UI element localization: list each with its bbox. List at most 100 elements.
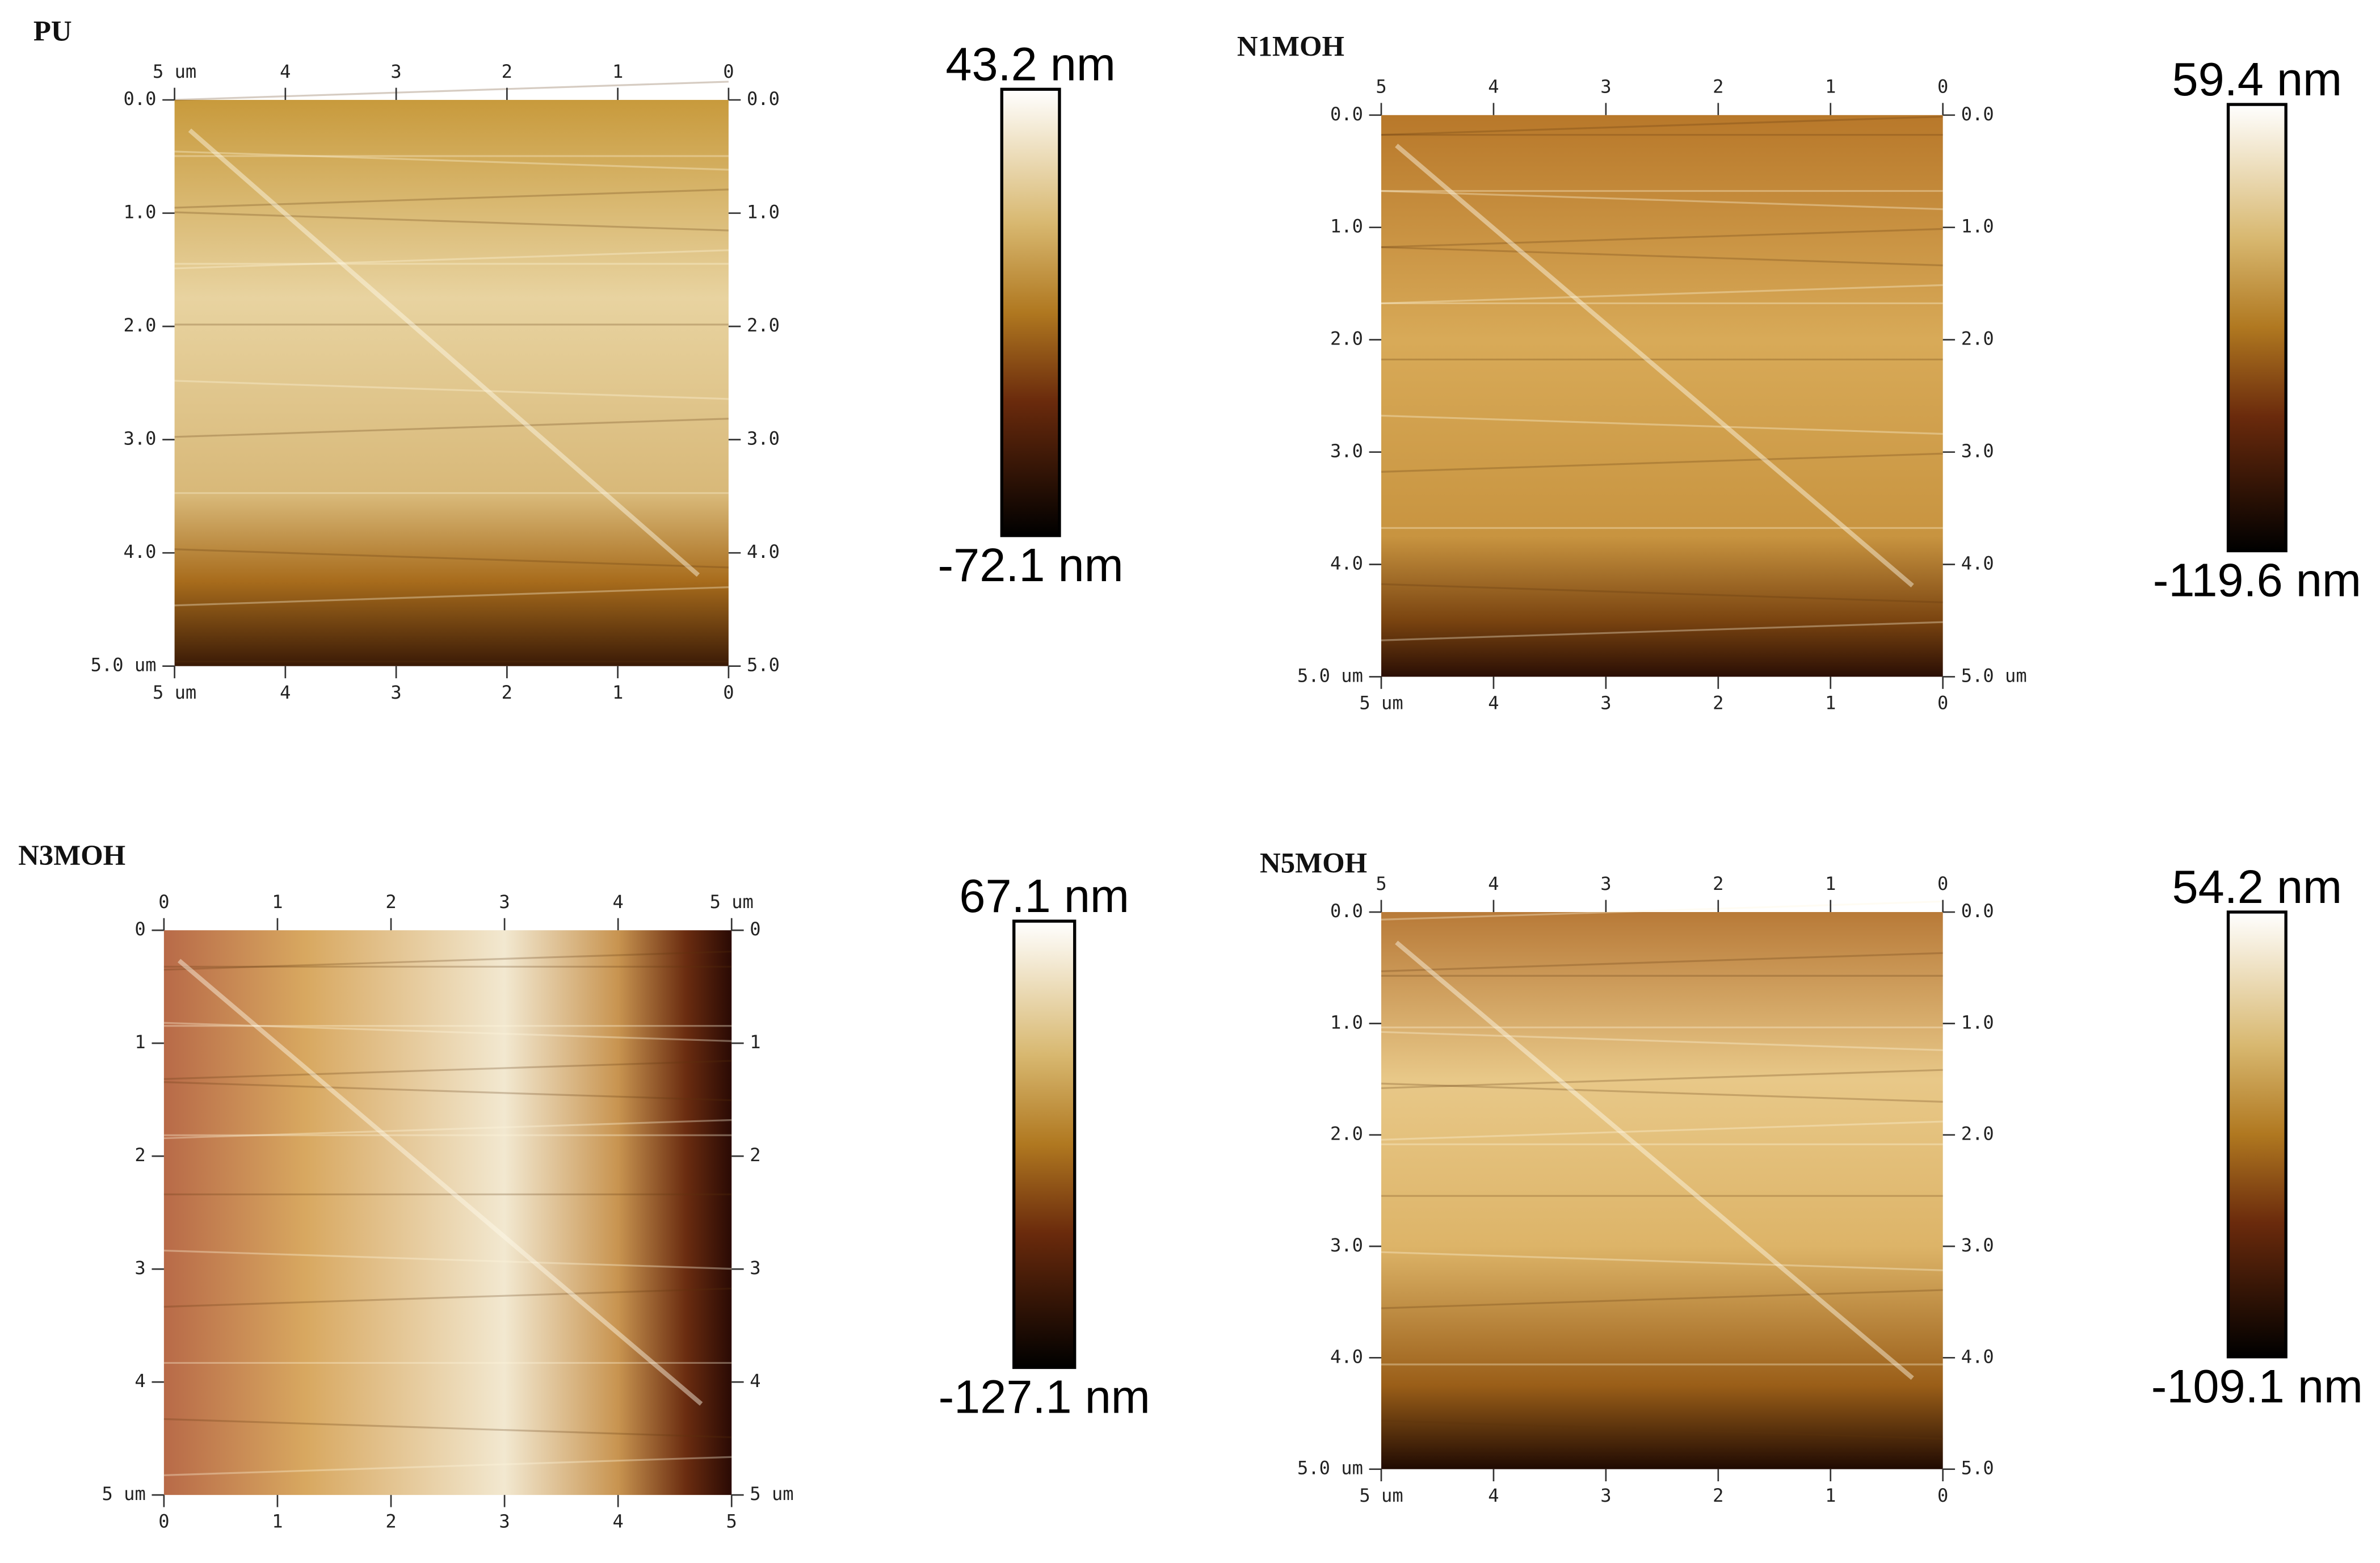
afm-panel: N5MOH 5 4 3 2 1 0 5 um 4 3 2 1 0 0.0 1.0 2.0 3.0 4.0 5.0 u…: [1260, 847, 2363, 1506]
tick-label: 4.0: [1330, 553, 1363, 574]
tick-label: 3: [134, 1257, 145, 1279]
tick-label: 3: [1600, 1485, 1611, 1506]
tick-label: 3: [499, 891, 510, 913]
tick-label: 0: [1937, 1485, 1948, 1506]
tick-label: 3: [390, 61, 401, 82]
afm-panel: N1MOH 5 4 3 2 1 0 5 um 4 3 2 1 0 0.0 1.0 2.0 3.0 4.0 5.0 u…: [1237, 30, 2361, 713]
tick-label: 1.0: [124, 201, 157, 223]
tick-label: 5.0 um: [91, 654, 157, 676]
tick-label: 2: [502, 61, 512, 82]
surface-texture: [1381, 1419, 1943, 1440]
tick-label: 0.0: [1961, 103, 1994, 125]
scale-min: -119.6 nm: [2153, 554, 2361, 607]
surface-texture: [1381, 900, 1943, 921]
tick-label: 4.0: [124, 541, 157, 562]
tick-label: 5.0 um: [1297, 1457, 1363, 1479]
surface-texture: [1381, 952, 1943, 972]
tick-label: 3.0: [1330, 1234, 1363, 1256]
tick-label: 4.0: [1961, 553, 1994, 574]
tick-label: 1: [1825, 692, 1836, 714]
surface-texture: [163, 950, 732, 971]
surface-texture: [163, 1060, 732, 1080]
panel-label: PU: [33, 15, 72, 47]
tick-label: 0.0: [747, 88, 780, 110]
tick-label: 3: [1600, 873, 1611, 894]
tick-label: 2: [385, 891, 396, 913]
tick-label: 2: [750, 1144, 760, 1166]
afm-panel: PU 5 um 4 3 2 1 0 5 um 4 3 2 1 0 0.0 1.0 2.0 3.0 4.0 5.0 u…: [33, 15, 1124, 703]
tick-label: 3.0: [124, 428, 157, 449]
tick-label: 1: [612, 61, 623, 82]
tick-label: 3.0: [1961, 1234, 1994, 1256]
tick-label: 2: [1713, 873, 1723, 894]
tick-label: 5 um: [153, 682, 196, 703]
tick-label: 4: [280, 61, 291, 82]
tick-label: 2: [385, 1510, 396, 1532]
surface-texture: [163, 1249, 732, 1270]
tick-label: 3.0: [747, 428, 780, 449]
scale-min: -72.1 nm: [938, 539, 1124, 591]
surface-scratch: [1395, 940, 1914, 1380]
surface-texture: [1381, 1251, 1943, 1271]
tick-label: 0: [750, 918, 760, 940]
tick-label: 5.0 um: [1961, 665, 2027, 686]
tick-label: 2: [134, 1144, 145, 1166]
surface-texture: [163, 1119, 732, 1140]
tick-label: 3.0: [1961, 440, 1994, 462]
tick-label: 5 um: [1359, 1485, 1403, 1506]
surface-texture: [174, 548, 729, 569]
afm-image: [163, 930, 732, 1495]
tick-label: 2.0: [1330, 328, 1363, 350]
tick-label: 5.0 um: [1297, 665, 1363, 686]
surface-texture: [174, 418, 729, 438]
tick-label: 2: [502, 682, 512, 703]
tick-label: 5: [1376, 873, 1386, 894]
tick-label: 1.0: [1961, 1011, 1994, 1033]
surface-texture: [1381, 246, 1943, 267]
tick-label: 4.0: [1330, 1346, 1363, 1367]
tick-label: 0.0: [1330, 103, 1363, 125]
surface-texture: [163, 1456, 732, 1476]
tick-label: 2: [1713, 76, 1723, 98]
surface-texture: [1381, 1082, 1943, 1103]
panel-label: N5MOH: [1260, 847, 1367, 879]
tick-label: 0: [723, 682, 734, 703]
tick-label: 0: [158, 1510, 169, 1532]
tick-label: 1: [1825, 76, 1836, 98]
tick-label: 5.0: [1961, 1457, 1994, 1479]
tick-label: 0: [1937, 692, 1948, 714]
afm-image: [174, 100, 729, 666]
surface-texture: [174, 188, 729, 209]
surface-scratch: [1395, 144, 1914, 588]
tick-label: 4: [1488, 692, 1499, 714]
surface-texture: [174, 81, 729, 101]
tick-label: 4: [750, 1370, 760, 1392]
tick-label: 2.0: [1961, 1123, 1994, 1145]
tick-label: 2.0: [1961, 328, 1994, 350]
tick-label: 3: [750, 1257, 760, 1279]
tick-label: 4: [1488, 76, 1499, 98]
scale-min: -109.1 nm: [2151, 1360, 2363, 1413]
surface-texture: [1381, 1289, 1943, 1309]
tick-label: 1.0: [747, 201, 780, 223]
tick-label: 4: [1488, 1485, 1499, 1506]
tick-label: 1: [134, 1031, 145, 1053]
tick-label: 1: [612, 682, 623, 703]
tick-label: 4: [612, 1510, 623, 1532]
tick-label: 2: [1713, 692, 1723, 714]
surface-texture: [163, 1287, 732, 1308]
tick-label: 0.0: [124, 88, 157, 110]
tick-label: 5 um: [710, 891, 754, 913]
afm-panel: N3MOH 0 1 2 3 4 5 um 0 1 2 3 4 5 0 1 2 3 4 5 um 0 1 2 3 4 5 um 67…: [18, 839, 1150, 1532]
tick-label: 5 um: [102, 1483, 146, 1505]
surface-texture: [174, 249, 729, 270]
tick-label: 4.0: [747, 541, 780, 562]
tick-label: 1.0: [1961, 216, 1994, 237]
tick-label: 1: [272, 891, 283, 913]
surface-texture: [174, 150, 729, 171]
surface-texture: [1381, 284, 1943, 305]
surface-texture: [1381, 583, 1943, 603]
surface-texture: [1381, 190, 1943, 211]
tick-label: 3: [1600, 76, 1611, 98]
